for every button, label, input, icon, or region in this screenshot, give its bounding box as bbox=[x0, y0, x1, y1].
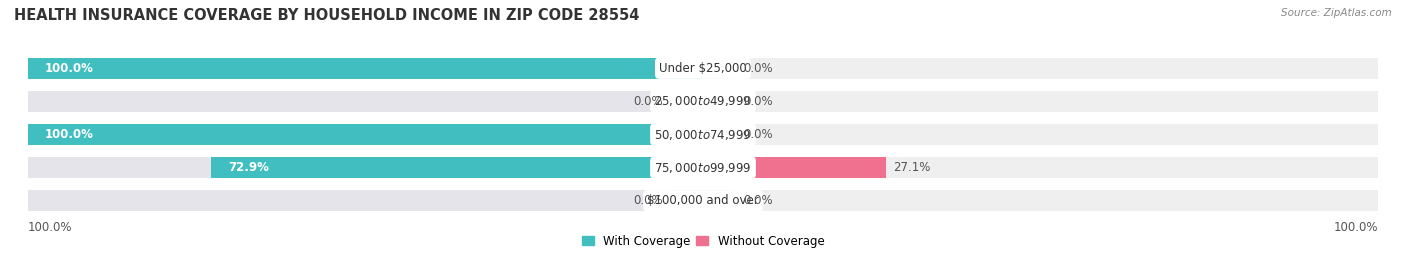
Bar bbox=[28, 58, 703, 79]
Bar bbox=[703, 190, 1378, 211]
Bar bbox=[703, 190, 730, 211]
Text: 0.0%: 0.0% bbox=[633, 95, 662, 108]
Text: 100.0%: 100.0% bbox=[45, 62, 94, 75]
Text: 27.1%: 27.1% bbox=[893, 161, 929, 174]
Legend: With Coverage, Without Coverage: With Coverage, Without Coverage bbox=[576, 230, 830, 253]
Text: 100.0%: 100.0% bbox=[45, 128, 94, 141]
Text: 0.0%: 0.0% bbox=[744, 95, 773, 108]
Text: Under $25,000: Under $25,000 bbox=[659, 62, 747, 75]
Bar bbox=[28, 91, 703, 112]
Bar bbox=[703, 58, 730, 79]
Bar bbox=[28, 124, 703, 145]
Bar bbox=[28, 124, 703, 145]
Text: 0.0%: 0.0% bbox=[744, 128, 773, 141]
Bar bbox=[703, 157, 1378, 178]
Text: HEALTH INSURANCE COVERAGE BY HOUSEHOLD INCOME IN ZIP CODE 28554: HEALTH INSURANCE COVERAGE BY HOUSEHOLD I… bbox=[14, 8, 640, 23]
Text: $25,000 to $49,999: $25,000 to $49,999 bbox=[654, 94, 752, 108]
Text: 0.0%: 0.0% bbox=[744, 194, 773, 207]
Bar bbox=[703, 124, 1378, 145]
Text: 0.0%: 0.0% bbox=[633, 194, 662, 207]
Bar bbox=[28, 157, 703, 178]
Text: 0.0%: 0.0% bbox=[744, 62, 773, 75]
Bar bbox=[28, 190, 703, 211]
Bar bbox=[703, 58, 1378, 79]
Bar bbox=[703, 124, 730, 145]
Bar bbox=[703, 157, 886, 178]
Bar bbox=[676, 91, 703, 112]
Text: 100.0%: 100.0% bbox=[28, 221, 73, 234]
Text: $100,000 and over: $100,000 and over bbox=[647, 194, 759, 207]
Text: 100.0%: 100.0% bbox=[1333, 221, 1378, 234]
Bar bbox=[703, 91, 1378, 112]
Bar bbox=[28, 58, 703, 79]
Text: $50,000 to $74,999: $50,000 to $74,999 bbox=[654, 128, 752, 141]
Text: $75,000 to $99,999: $75,000 to $99,999 bbox=[654, 161, 752, 175]
Bar bbox=[676, 190, 703, 211]
Text: Source: ZipAtlas.com: Source: ZipAtlas.com bbox=[1281, 8, 1392, 18]
Text: 72.9%: 72.9% bbox=[228, 161, 269, 174]
Bar bbox=[703, 91, 730, 112]
Bar bbox=[211, 157, 703, 178]
